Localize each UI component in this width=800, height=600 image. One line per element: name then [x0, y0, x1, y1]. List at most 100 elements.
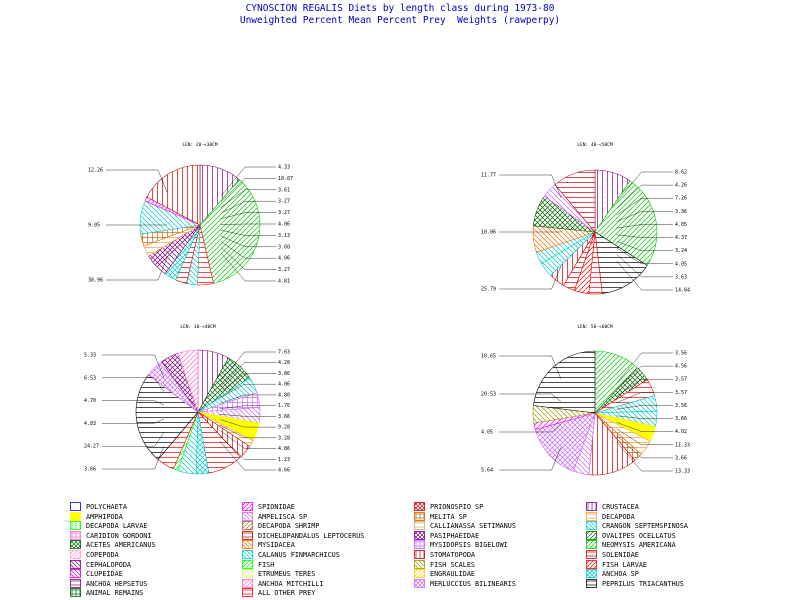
- slice-label: 4.81: [278, 279, 290, 285]
- legend-label: MYSIDOPSIS BIGELOWI: [430, 541, 508, 550]
- legend-swatch: [586, 521, 597, 531]
- slice-label: 3.27: [278, 199, 290, 205]
- slice-label: 3.63: [675, 274, 687, 280]
- slice-label: 1.76: [278, 403, 290, 409]
- slice-label: 4.66: [278, 468, 290, 474]
- legend-swatch: [70, 511, 81, 521]
- legend-swatch: [70, 521, 81, 531]
- legend-swatch: [414, 521, 425, 531]
- legend-swatch: [70, 540, 81, 550]
- slice-label: 4.06: [278, 256, 290, 262]
- legend-label: FISH SCALES: [430, 560, 476, 569]
- legend-swatch: [414, 569, 425, 579]
- leader-line: [219, 430, 276, 449]
- slice-label: 3.66: [675, 455, 687, 461]
- leader-line: [102, 400, 164, 406]
- legend-label: AMPELISCA SP: [258, 512, 308, 521]
- legend-swatch: [414, 559, 425, 569]
- pie-slice-peprilus-triacanthus: [533, 350, 596, 414]
- slice-label: 4.70: [84, 398, 96, 404]
- leader-line: [616, 435, 673, 459]
- leader-line: [616, 415, 673, 419]
- leader-line: [616, 441, 673, 472]
- slice-label: 38.96: [88, 278, 103, 284]
- leader-line: [616, 365, 673, 390]
- slice-label: 3.56: [675, 403, 687, 409]
- slice-label: 20.53: [481, 392, 496, 398]
- slice-label: 4.86: [278, 446, 290, 452]
- legend-swatch: [586, 569, 597, 579]
- legend-swatch: [586, 502, 597, 511]
- legend-label: FISH: [258, 560, 275, 569]
- slice-label: 4.37: [675, 235, 687, 241]
- legend-swatch: [70, 559, 81, 569]
- leader-line: [499, 393, 562, 402]
- slice-label: 1.23: [278, 457, 290, 463]
- pie-slice-peprilus-triacanthus: [135, 374, 199, 460]
- leader-line: [220, 235, 276, 248]
- legend-label: CEPHALOPODA: [86, 560, 132, 569]
- leader-line: [219, 440, 276, 471]
- leader-line: [219, 405, 276, 409]
- pie-charts: LEN: 20-<30CM 12.26 9.05 38.96 4.33 10.07 3.61…: [84, 142, 690, 476]
- legend-label: PASIPHAEIDAE: [430, 531, 480, 540]
- leader-line: [616, 247, 673, 264]
- pie-chart-4: LEN: 50-<60CM 10.65 20.53 4.05 5.64 3.56 4.56 3…: [481, 324, 690, 476]
- legend-label: FISH LARVAE: [602, 560, 648, 569]
- legend-swatch: [242, 559, 253, 569]
- legend-swatch: [586, 540, 597, 550]
- legend-label: ETRUMEUS TERES: [258, 570, 316, 579]
- slice-label: 3.27: [278, 267, 290, 273]
- legend-label: ALL OTHER PREY: [258, 589, 316, 598]
- slice-label: 3.57: [675, 390, 687, 396]
- legend-label: PRIONOSPIO SP: [430, 503, 484, 511]
- leader-line: [499, 424, 562, 433]
- legend-swatch: [414, 502, 425, 511]
- legend-label: DECAPODA SHRIMP: [258, 522, 320, 531]
- slice-label: 6.53: [84, 375, 96, 381]
- legend-label: ACETES AMERICANUS: [86, 541, 156, 550]
- slice-label: 4.06: [278, 382, 290, 388]
- slice-label: 3.66: [278, 414, 290, 420]
- legend-label: DICHELOPANDALUS LEPTOCERUS: [258, 531, 365, 540]
- legend-label: CRANGON SEPTEMSPINOSA: [602, 522, 688, 531]
- legend-label: CLUPEIDAE: [86, 570, 123, 579]
- legend-label: AMPHIPODA: [86, 512, 123, 521]
- slice-label: 10.65: [481, 354, 496, 360]
- slice-label: 3.57: [675, 377, 687, 383]
- legend-swatch: [242, 502, 253, 511]
- slice-label: 4.02: [675, 429, 687, 435]
- legend-label: ENGRAULIDAE: [430, 570, 476, 579]
- slice-label: 5.64: [481, 468, 493, 474]
- pie-title: LEN: 30-<40CM: [180, 324, 216, 330]
- legend-swatch: [586, 530, 597, 540]
- leader-line: [616, 392, 673, 403]
- legend-label: NEOMYSIS AMERICANA: [602, 541, 676, 550]
- slice-label: 10.07: [278, 176, 293, 182]
- legend-label: COPEPODA: [86, 551, 119, 559]
- legend-swatch: [70, 569, 81, 579]
- slice-label: 3.13: [278, 233, 290, 239]
- leader-line: [219, 394, 276, 404]
- leader-line: [220, 252, 276, 282]
- legend-label: ANCHOA MITCHILLI: [258, 579, 324, 588]
- leader-line: [616, 241, 673, 251]
- legend-label: CARIDION GORDONI: [86, 531, 152, 540]
- slice-label: 4.33: [278, 165, 290, 171]
- slice-label: 3.36: [675, 209, 687, 215]
- legend-swatch: [414, 540, 425, 550]
- legend-label: MERLUCCIUS BILINEARIS: [430, 579, 516, 588]
- leader-line: [106, 169, 168, 193]
- legend-label: CALANUS FINMARCHICUS: [258, 551, 340, 559]
- slice-label: 4.26: [675, 183, 687, 189]
- leader-line: [616, 184, 673, 209]
- slice-label: 25.79: [481, 287, 496, 293]
- leader-line: [219, 373, 276, 393]
- leader-line: [102, 354, 165, 378]
- legend-swatch: [242, 588, 253, 598]
- leader-line: [220, 178, 276, 202]
- leader-line: [499, 174, 562, 198]
- chart-title: CYNOSCION REGALIS Diets by length class …: [0, 3, 800, 27]
- slice-label: 4.05: [481, 430, 493, 436]
- legend-swatch: [242, 530, 253, 540]
